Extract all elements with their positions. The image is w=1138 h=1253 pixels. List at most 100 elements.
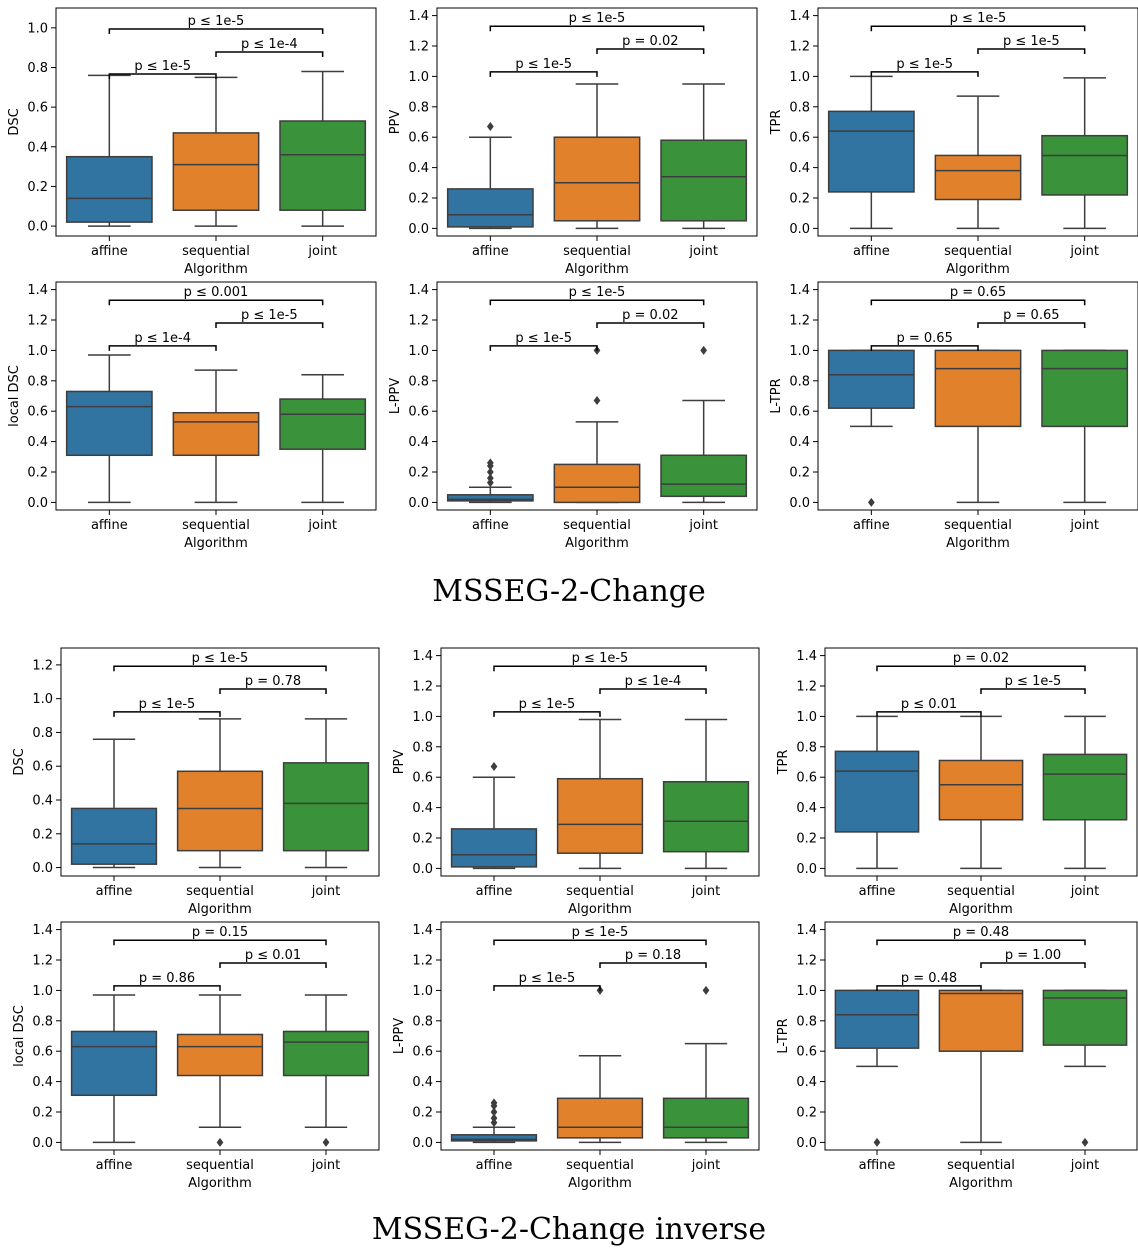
y-tick-label: 1.0	[32, 984, 53, 999]
box-joint	[660, 83, 748, 230]
y-tick-label: 0.0	[32, 1136, 53, 1151]
x-tick-label: affine	[91, 518, 128, 533]
significance-bracket	[489, 345, 598, 351]
caption-bottom: MSSEG-2-Change inverse	[371, 1212, 767, 1247]
p-value-label: p ≤ 1e-5	[515, 331, 572, 346]
significance-annotation: p ≤ 1e-5	[493, 697, 601, 717]
x-tick-label: affine	[96, 1158, 133, 1173]
x-tick-label: sequential	[566, 1158, 634, 1173]
significance-annotation: p ≤ 1e-5	[108, 59, 217, 79]
y-tick-label: 1.2	[412, 680, 433, 695]
significance-annotation: p ≤ 1e-5	[977, 34, 1086, 55]
y-tick-label: 0.6	[27, 405, 48, 420]
p-value-label: p ≤ 0.01	[245, 948, 301, 963]
x-tick-label: joint	[1069, 244, 1099, 259]
significance-annotation: p ≤ 0.01	[219, 948, 327, 969]
y-tick-label: 0.6	[27, 101, 48, 116]
p-value-label: p ≤ 1e-5	[569, 11, 626, 26]
significance-annotation: p = 1.00	[980, 948, 1086, 969]
p-value-label: p = 0.65	[896, 331, 952, 346]
y-tick-label: 0.8	[408, 374, 429, 389]
box-sequential	[553, 345, 641, 504]
y-tick-label: 0.0	[789, 222, 810, 237]
iqr-box	[834, 750, 920, 833]
y-tick-label: 0.4	[32, 794, 53, 809]
outlier-point	[322, 1137, 330, 1147]
box-joint	[282, 718, 370, 869]
box-affine	[446, 458, 534, 504]
x-tick-label: joint	[691, 884, 721, 899]
y-tick-label: 0.0	[412, 862, 433, 877]
x-tick-label: joint	[1070, 884, 1100, 899]
y-tick-label: 1.0	[412, 710, 433, 725]
x-tick-label: sequential	[947, 1158, 1015, 1173]
outlier-point	[490, 1098, 498, 1108]
y-tick-label: 0.4	[412, 1075, 433, 1090]
significance-annotation: p = 0.15	[113, 925, 327, 946]
iqr-box	[938, 759, 1024, 821]
y-tick-label: 0.0	[412, 1136, 433, 1151]
box-joint	[1041, 349, 1129, 504]
p-value-label: p ≤ 1e-5	[241, 308, 298, 323]
y-tick-label: 1.2	[408, 314, 429, 329]
y-tick-label: 0.4	[27, 140, 48, 155]
y-tick-label: 0.2	[408, 192, 429, 207]
y-tick-label: 1.4	[789, 283, 810, 298]
x-tick-label: joint	[1069, 518, 1099, 533]
outlier-point	[216, 1137, 224, 1147]
x-tick-label: joint	[688, 244, 718, 259]
y-tick-label: 0.8	[27, 374, 48, 389]
iqr-box	[282, 1030, 370, 1077]
box-sequential	[176, 994, 264, 1147]
y-tick-label: 0.6	[32, 1045, 53, 1060]
iqr-box	[938, 989, 1024, 1052]
significance-annotation: p = 0.86	[113, 971, 221, 991]
y-tick-label: 1.4	[27, 283, 48, 298]
y-tick-label: 1.0	[789, 70, 810, 85]
p-value-label: p ≤ 0.01	[901, 697, 957, 712]
y-tick-label: 0.4	[27, 435, 48, 450]
significance-bracket	[493, 985, 601, 991]
y-tick-label: 0.0	[27, 220, 48, 235]
significance-bracket	[219, 688, 327, 695]
p-value-label: p = 0.18	[625, 948, 681, 963]
iqr-box	[827, 349, 915, 409]
x-tick-label: sequential	[944, 518, 1012, 533]
significance-bracket	[599, 962, 707, 969]
y-axis-label: DSC	[7, 108, 22, 135]
y-tick-label: 0.8	[32, 726, 53, 741]
x-tick-label: sequential	[563, 244, 631, 259]
significance-annotation: p ≤ 1e-5	[870, 57, 979, 77]
significance-annotation: p = 0.48	[876, 925, 1086, 946]
y-tick-label: 0.4	[412, 801, 433, 816]
y-tick-label: 0.6	[32, 760, 53, 775]
box-affine	[827, 75, 915, 230]
x-tick-label: joint	[691, 1158, 721, 1173]
subplot-msseg-2-change-inverse-l-ppv: 0.0 0.2 0.4 0.6 0.8 1.0 1.2 1.4 L-PPV affine seque…	[392, 921, 760, 1191]
p-value-label: p ≤ 1e-5	[1003, 34, 1060, 49]
y-tick-label: 0.8	[412, 1014, 433, 1029]
significance-bracket	[876, 711, 982, 717]
box-affine	[834, 715, 920, 870]
y-tick-label: 0.8	[408, 100, 429, 115]
significance-bracket	[219, 962, 327, 969]
significance-bracket	[876, 985, 982, 991]
significance-annotation: p ≤ 1e-5	[215, 308, 324, 329]
y-tick-label: 1.2	[27, 314, 48, 329]
significance-annotation: p ≤ 1e-5	[489, 57, 598, 77]
iqr-box	[65, 390, 153, 457]
y-tick-label: 0.8	[27, 61, 48, 76]
significance-bracket	[489, 299, 705, 306]
y-tick-label: 1.2	[789, 40, 810, 55]
significance-bracket	[596, 48, 705, 55]
y-tick-label: 0.4	[789, 435, 810, 450]
x-tick-label: joint	[688, 518, 718, 533]
subplot-msseg-2-change-ppv: 0.0 0.2 0.4 0.6 0.8 1.0 1.2 1.4 PPV affine sequent…	[388, 7, 758, 277]
x-tick-label: joint	[307, 244, 337, 259]
p-value-label: p ≤ 1e-5	[950, 11, 1007, 26]
iqr-box	[176, 770, 264, 852]
y-tick-label: 0.2	[408, 466, 429, 481]
y-axis-label: L-TPR	[769, 378, 784, 413]
outlier-point	[486, 458, 494, 468]
